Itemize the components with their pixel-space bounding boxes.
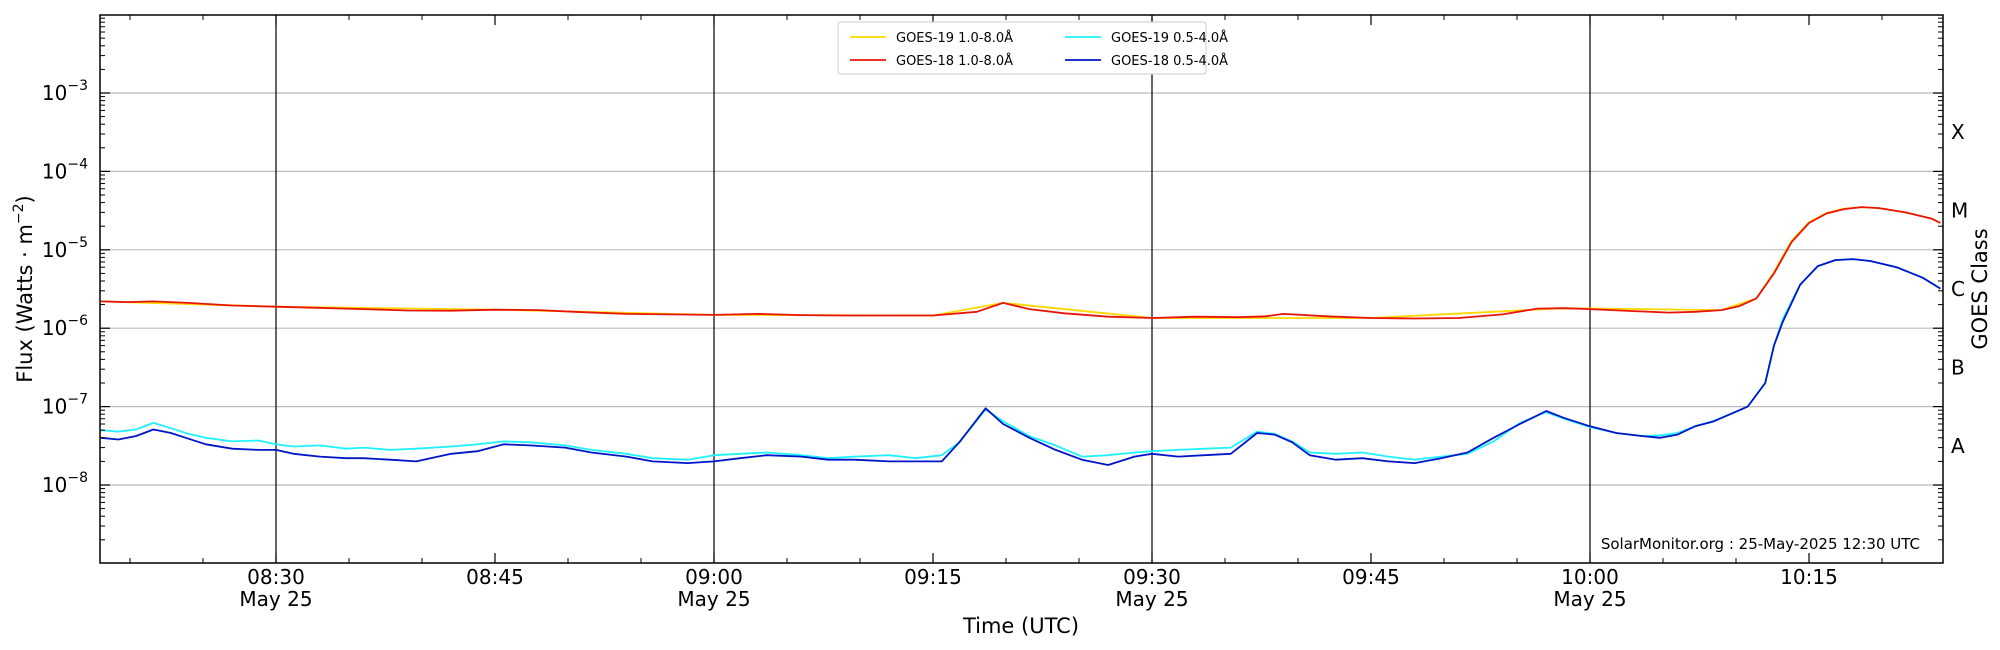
legend-label: GOES-18 1.0-8.0Å xyxy=(896,53,1013,69)
legend-items: GOES-19 1.0-8.0Å GOES-19 0.5-4.0Å GOES-18 … xyxy=(850,30,1228,69)
y-tick-label: 10−7 xyxy=(42,392,88,419)
day-marker-lines xyxy=(275,15,1591,563)
x-tick-label: 10:15 xyxy=(1780,565,1838,589)
y-tick-label: 10−6 xyxy=(42,313,88,340)
legend-frame xyxy=(837,21,1207,75)
plot-frame xyxy=(99,14,1944,564)
goes-class-label: A xyxy=(1951,434,1965,458)
grid-lines xyxy=(100,92,1943,486)
x-tick-sublabel: May 25 xyxy=(1553,587,1626,611)
x-tick-sublabel: May 25 xyxy=(1115,587,1188,611)
x-axis-title: Time (UTC) xyxy=(962,614,1079,638)
x-tick-label: 09:45 xyxy=(1342,565,1400,589)
x-tick-sublabel: May 25 xyxy=(677,587,750,611)
x-tick-label: 08:45 xyxy=(466,565,524,589)
y-axis-title-exponent: −2 xyxy=(11,203,27,224)
x-tick-label: 10:00 xyxy=(1561,565,1619,589)
y-tick-label: 10−8 xyxy=(42,470,88,497)
y-tick-label: 10−3 xyxy=(42,78,88,105)
legend-label: GOES-19 0.5-4.0Å xyxy=(1111,30,1228,46)
x-tick-sublabel: May 25 xyxy=(239,587,312,611)
x-tick-label: 09:00 xyxy=(685,565,743,589)
legend-label: GOES-19 1.0-8.0Å xyxy=(896,30,1013,46)
legend: GOES-19 1.0-8.0Å GOES-19 0.5-4.0Å GOES-18 … xyxy=(837,21,1228,75)
y-axis-ticks: 10−8 10−7 10−6 10−5 10−4 10−3 xyxy=(42,17,1943,541)
right-axis-title: GOES Class xyxy=(1968,228,1992,349)
x-tick-label: 09:15 xyxy=(904,565,962,589)
series-line-goes18_long xyxy=(100,206,1941,320)
x-tick-label: 09:30 xyxy=(1123,565,1181,589)
goes-class-label: B xyxy=(1951,355,1965,379)
series-layer xyxy=(100,206,1941,466)
y-tick-label: 10−5 xyxy=(42,235,88,262)
credit-text: SolarMonitor.org : 25-May-2025 12:30 UTC xyxy=(1601,535,1920,553)
goes-class-label: C xyxy=(1951,277,1965,301)
y-tick-label: 10−4 xyxy=(42,156,88,183)
x-tick-label: 08:30 xyxy=(247,565,305,589)
goes-class-label: M xyxy=(1951,199,1968,223)
goes-class-labels: A B C M X xyxy=(1951,120,1968,458)
goes-class-label: X xyxy=(1951,120,1965,144)
legend-label: GOES-18 0.5-4.0Å xyxy=(1111,53,1228,69)
series-line-goes18_short xyxy=(100,258,1941,466)
y-axis-title: Flux (Watts · m−2) xyxy=(11,195,37,383)
